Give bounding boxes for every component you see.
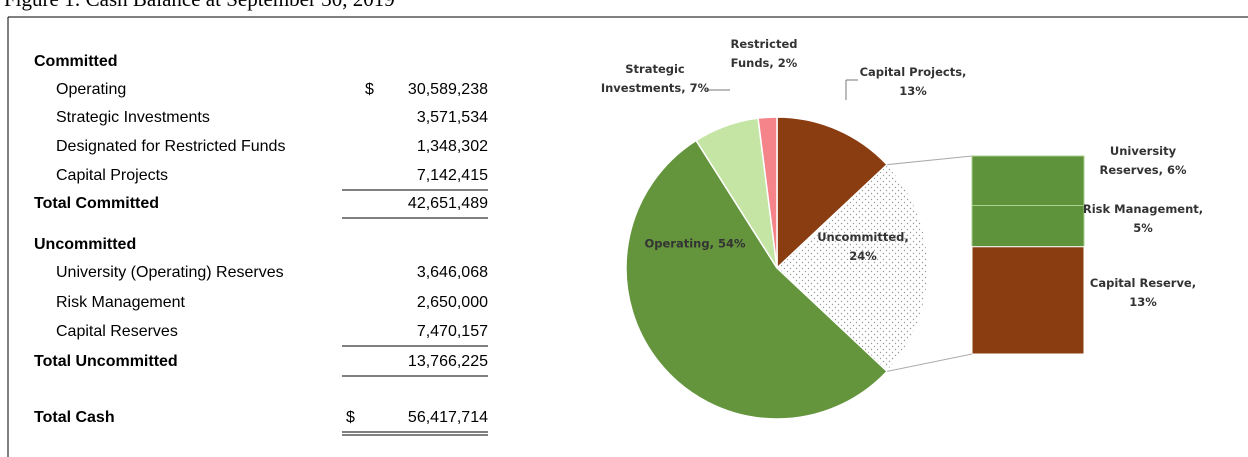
row-label: Operating — [56, 81, 127, 98]
currency: $ — [346, 409, 355, 426]
total-label: Total Cash — [34, 409, 115, 426]
amount: 42,651,489 — [407, 195, 488, 212]
row-label: Strategic Investments — [56, 109, 210, 126]
amount: 3,646,068 — [416, 264, 488, 281]
figure-title: Figure 1: Cash Balance at September 30, … — [4, 0, 395, 12]
amount: 3,571,534 — [416, 109, 488, 126]
section-heading: Uncommitted — [34, 236, 137, 253]
row-label: Designated for Restricted Funds — [56, 138, 286, 155]
slice-label: Capital Projects, 13% — [859, 65, 967, 98]
total-label: Total Uncommitted — [34, 353, 178, 370]
pie-slice — [757, 116, 778, 269]
amount: 2,650,000 — [416, 294, 488, 311]
connector — [886, 353, 973, 372]
total-label: Total Committed — [34, 195, 160, 212]
amount: 13,766,225 — [407, 353, 488, 370]
bar-segment — [971, 155, 1085, 206]
row-label: Capital Projects — [56, 167, 169, 184]
pie-slice — [625, 139, 889, 420]
amount: 7,470,157 — [416, 323, 488, 340]
pie-slice — [776, 116, 889, 270]
amount: 7,142,415 — [416, 167, 488, 184]
currency: $ — [365, 81, 374, 98]
bar-segment — [971, 246, 1085, 355]
bar-label: Capital Reserve, 13% — [1089, 276, 1197, 309]
section-heading: Committed — [34, 53, 118, 70]
slice-label: Uncommitted, 24% — [817, 230, 909, 263]
bar-label: Risk Management, 5% — [1082, 202, 1204, 235]
amount: 1,348,302 — [416, 138, 488, 155]
row-label: University (Operating) Reserves — [56, 264, 284, 281]
amount: 30,589,238 — [407, 81, 488, 98]
slice-label: Restricted Funds, 2% — [730, 37, 798, 70]
connector — [887, 155, 973, 166]
slice-label: Operating, 54% — [644, 236, 746, 251]
bar-label: University Reserves, 6% — [1099, 144, 1187, 177]
row-label: Risk Management — [56, 294, 185, 311]
bar-segment — [971, 205, 1085, 248]
pie-slice — [775, 163, 929, 373]
slice-label: Strategic Investments, 7% — [600, 62, 710, 95]
row-label: Capital Reserves — [56, 323, 178, 340]
amount: 56,417,714 — [407, 409, 488, 426]
